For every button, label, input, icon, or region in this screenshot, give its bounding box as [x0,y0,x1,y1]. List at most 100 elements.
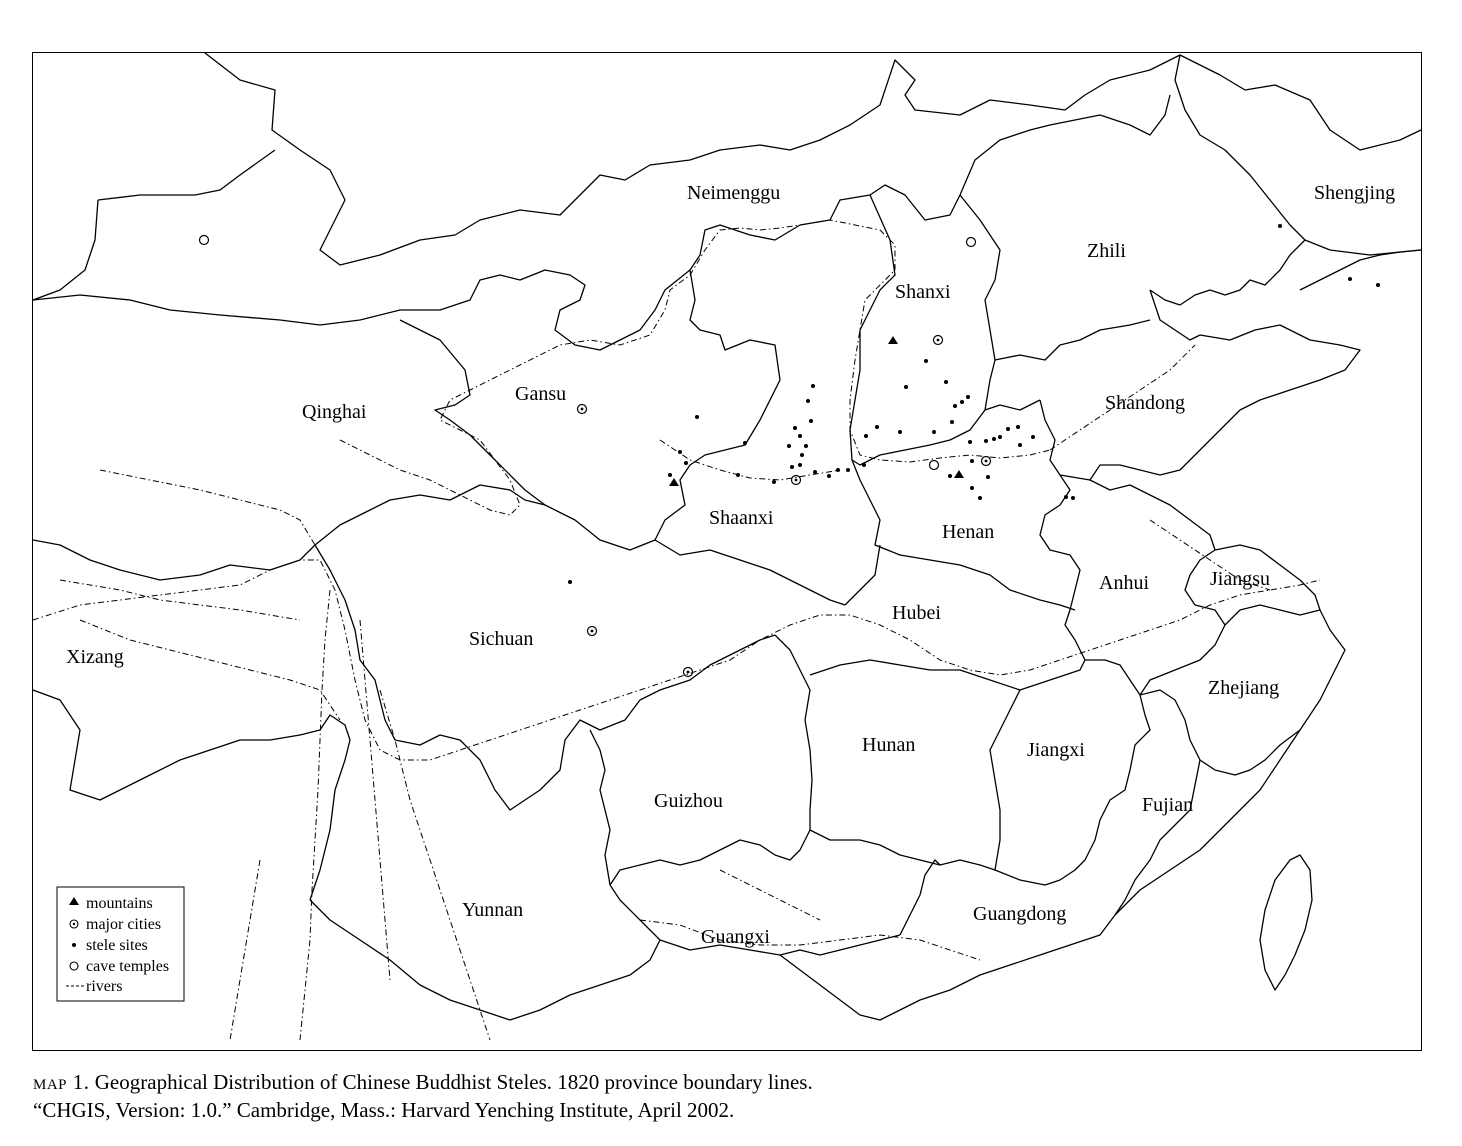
stele-site-marker [678,450,682,454]
label-anhui: Anhui [1099,572,1149,594]
stele-site-marker [953,404,957,408]
major-city-marker [576,403,588,415]
major-city-marker [932,334,944,346]
stele-site-marker [836,468,840,472]
province-labels: Neimenggu Shengjing Zhili Shanxi Gansu Q… [66,182,1395,948]
stele-site-marker [787,444,791,448]
mountain-marker [888,336,898,344]
legend-cave-temple-icon [69,961,79,971]
cave-temple-marker [965,236,977,248]
stele-site-marker [695,415,699,419]
label-fujian: Fujian [1142,794,1193,816]
stele-site-marker [932,430,936,434]
label-jiangxi: Jiangxi [1027,739,1085,761]
stele-site-marker [986,475,990,479]
major-city-marker [686,670,690,674]
stele-site-marker [1348,277,1352,281]
stele-site-marker [800,453,804,457]
stele-site-marker [944,380,948,384]
legend-mountain-icon [69,897,79,905]
cave-temple-marker [928,459,940,471]
stele-site-marker [875,425,879,429]
label-gansu: Gansu [515,383,566,405]
stele-site-marker [736,473,740,477]
label-guizhou: Guizhou [654,790,723,812]
stele-site-marker [1031,435,1035,439]
stele-site-marker [743,441,747,445]
legend-major-cities-label: major cities [86,916,161,933]
label-hunan: Hunan [862,734,915,756]
label-shaanxi: Shaanxi [709,507,774,529]
caption-title: Geographical Distribution of Chinese Bud… [89,1070,813,1094]
stele-site-marker [984,439,988,443]
stele-site-marker [862,463,866,467]
label-shengjing: Shengjing [1314,182,1395,204]
label-qinghai: Qinghai [302,401,367,423]
stele-site-marker [904,385,908,389]
stele-site-marker [811,384,815,388]
stele-site-marker [684,461,688,465]
stele-site-marker [1278,224,1282,228]
legend-rivers-label: rivers [86,978,122,995]
label-hubei: Hubei [892,602,941,624]
stele-site-marker [1018,443,1022,447]
rivers [33,219,1321,1041]
major-city-marker [980,455,992,467]
label-shandong: Shandong [1105,392,1185,414]
legend-mountains-label: mountains [86,895,153,912]
caption-line-1: map 1. Geographical Distribution of Chin… [33,1068,1433,1096]
stele-site-marker [1064,495,1068,499]
stele-site-marker [793,426,797,430]
label-neimenggu: Neimenggu [687,182,780,204]
stele-site-marker [950,420,954,424]
stele-site-marker [978,496,982,500]
legend: mountains major cities stele sites cave … [56,886,185,1002]
label-guangxi: Guangxi [701,926,770,948]
stele-site-marker [1016,425,1020,429]
stele-site-marker [970,486,974,490]
label-xizang: Xizang [66,646,124,668]
stele-site-marker [960,400,964,404]
label-jiangsu: Jiangsu [1210,568,1270,590]
label-shanxi: Shanxi [895,281,951,303]
stele-site-marker [968,440,972,444]
stele-site-marker [1071,496,1075,500]
major-city-marker [586,625,598,637]
legend-major-city-icon [69,919,79,929]
mountain-marker [954,470,964,478]
label-zhejiang: Zhejiang [1208,677,1279,699]
caption-prefix: map 1. [33,1070,90,1094]
stele-site-marker [668,473,672,477]
caption-line-2: “CHGIS, Version: 1.0.” Cambridge, Mass.:… [33,1098,735,1122]
major-city-marker [790,474,802,486]
mountain-marker [669,478,679,486]
map-caption: map 1. Geographical Distribution of Chin… [33,1068,1433,1124]
stele-site-marker [827,474,831,478]
label-henan: Henan [942,521,994,543]
stele-site-marker [798,463,802,467]
stele-site-marker [804,444,808,448]
stele-site-marker [998,435,1002,439]
stele-site-marker [798,434,802,438]
stele-site-marker [568,580,572,584]
stele-site-marker [1376,283,1380,287]
stele-site-marker [992,437,996,441]
stele-sites [568,224,1380,584]
legend-stele-site-icon [72,943,76,947]
legend-stele-sites-label: stele sites [86,937,148,954]
stele-site-marker [948,474,952,478]
cave-temple-marker [198,234,210,246]
stele-site-marker [806,399,810,403]
map-symbols [198,224,1380,678]
stele-site-marker [809,419,813,423]
legend-cave-temples-label: cave temples [86,958,169,975]
label-sichuan: Sichuan [469,628,533,650]
stele-site-marker [898,430,902,434]
stele-site-marker [966,395,970,399]
cave-temple-marker [682,666,694,678]
label-zhili: Zhili [1087,240,1126,262]
stele-site-marker [813,470,817,474]
stele-site-marker [846,468,850,472]
stele-site-marker [772,480,776,484]
